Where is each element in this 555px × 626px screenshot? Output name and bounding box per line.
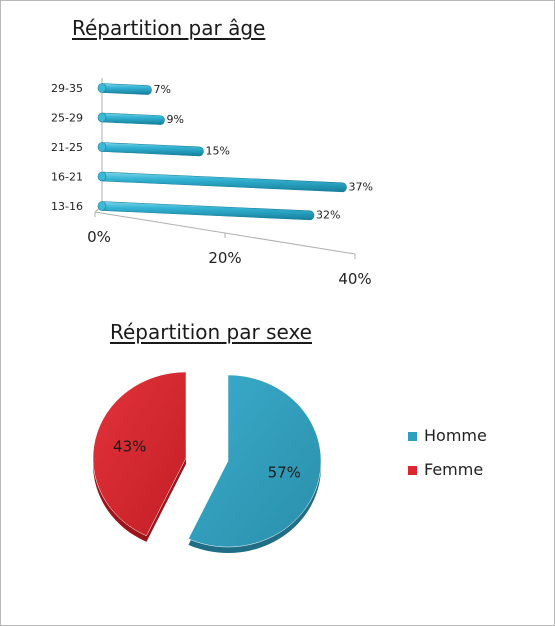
- bar-cap: [97, 142, 107, 152]
- bar-21-25: [101, 142, 204, 157]
- bar-category-label: 21-25: [51, 141, 83, 154]
- pie-slice-label: 57%: [268, 464, 301, 482]
- legend-label-femme: Femme: [424, 460, 483, 479]
- x-tick-label: 0%: [87, 228, 111, 246]
- sex-chart-title: Répartition par sexe: [110, 320, 312, 344]
- legend-swatch-homme: [408, 432, 417, 441]
- bar-cap: [97, 171, 107, 182]
- bar-category-label: 16-21: [51, 171, 83, 184]
- bar-16-21: [101, 171, 347, 193]
- pie-slice-label: 43%: [113, 437, 146, 455]
- bar-value-label: 15%: [206, 144, 230, 157]
- bar-category-label: 25-29: [51, 112, 83, 125]
- bar-29-35: [101, 83, 152, 95]
- bar-category-label: 29-35: [51, 82, 83, 95]
- pie-slice-homme: [188, 374, 322, 548]
- bar-13-16: [101, 201, 315, 221]
- bar-cap: [97, 201, 107, 211]
- x-tick-label: 20%: [208, 249, 241, 267]
- age-chart-title: Répartition par âge: [72, 16, 266, 40]
- legend-swatch-femme: [408, 466, 417, 475]
- bar-25-29: [101, 112, 165, 125]
- bar-category-label: 13-16: [51, 200, 83, 213]
- pie-slice-femme: [92, 371, 187, 537]
- bar-value-label: 7%: [154, 83, 171, 96]
- sex-pie-chart: 57% 43% Homme Femme: [92, 371, 487, 553]
- bar-value-label: 9%: [167, 113, 184, 126]
- bar-cap: [97, 112, 107, 123]
- bar-cap: [97, 83, 107, 93]
- bar-value-label: 32%: [316, 208, 340, 221]
- x-tick-label: 40%: [338, 270, 371, 288]
- legend-label-homme: Homme: [424, 426, 487, 445]
- bar-value-label: 37%: [349, 180, 373, 193]
- age-bar-chart: 0% 20% 40% 32% 13-16 37% 16-21 15% 21-25 9% 25-29 7…: [51, 78, 373, 288]
